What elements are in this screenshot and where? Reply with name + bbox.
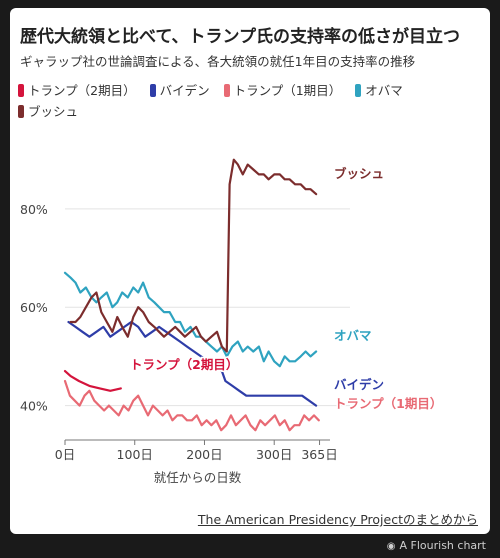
x-tick-label: 200日 <box>186 447 222 462</box>
legend-swatch <box>149 84 156 97</box>
legend-item-2[interactable]: トランプ（1期目） <box>223 80 342 101</box>
credit-text: A Flourish chart <box>399 539 486 552</box>
x-tick-label: 0日 <box>55 447 75 462</box>
flourish-logo-icon: ◉ <box>386 541 396 552</box>
legend-swatch <box>18 84 24 97</box>
series-label-4: ブッシュ <box>334 166 384 181</box>
legend-item-3[interactable]: オバマ <box>355 80 403 101</box>
legend-item-1[interactable]: バイデン <box>149 80 210 101</box>
legend-swatch <box>223 84 230 97</box>
y-tick-label: 40% <box>20 399 48 414</box>
series-label-1: バイデン <box>334 377 384 392</box>
legend-item-4[interactable]: ブッシュ <box>18 101 78 122</box>
legend: トランプ（2期目） バイデン トランプ（1期目） オバマブッシュ <box>18 80 478 122</box>
chart-title: 歴代大統領と比べて、トランプ氏の支持率の低さが目立つ <box>20 27 460 47</box>
chart-card <box>10 8 490 534</box>
x-tick-label: 100日 <box>117 447 153 462</box>
legend-label: トランプ（2期目） <box>28 83 136 98</box>
legend-label: オバマ <box>365 83 403 98</box>
series-line-3 <box>63 271 318 368</box>
legend-item-0[interactable]: トランプ（2期目） <box>18 80 136 101</box>
legend-swatch <box>355 84 362 97</box>
series-line-2 <box>63 379 320 432</box>
legend-label: トランプ（1期目） <box>233 83 342 98</box>
series-line-4 <box>69 158 318 353</box>
legend-swatch <box>18 105 24 118</box>
series-label-2: トランプ（1期目） <box>334 396 442 411</box>
series-line-0 <box>63 370 122 392</box>
series-line-1 <box>67 320 318 407</box>
chart-subtitle: ギャラップ社の世論調査による、各大統領の就任1年目の支持率の推移 <box>20 54 416 69</box>
x-tick-label: 365日 <box>301 447 337 462</box>
flourish-credit[interactable]: ◉ A Flourish chart <box>387 539 486 552</box>
y-tick-label: 60% <box>20 300 48 315</box>
y-tick-label: 80% <box>20 202 48 217</box>
series-label-3: オバマ <box>334 328 372 343</box>
source-link[interactable]: The American Presidency Projectのまとめから <box>197 512 478 527</box>
x-axis-title: 就任からの日数 <box>154 470 242 485</box>
series-label-0: トランプ（2期目） <box>130 357 238 372</box>
legend-label: ブッシュ <box>28 104 79 119</box>
x-tick-label: 300日 <box>256 447 292 462</box>
legend-label: バイデン <box>159 83 210 98</box>
